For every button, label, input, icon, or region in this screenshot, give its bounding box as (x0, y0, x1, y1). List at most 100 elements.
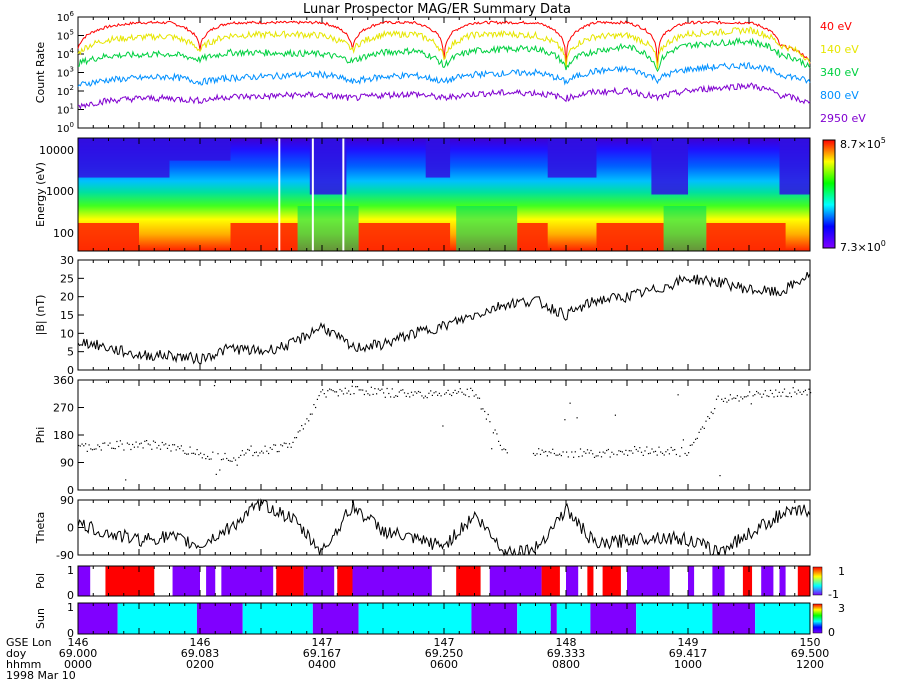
phi-point (78, 444, 80, 447)
phi-point (358, 389, 360, 391)
phi-point (349, 393, 352, 395)
phi-point (424, 395, 426, 397)
spectrogram-patch (309, 138, 347, 195)
phi-point (107, 444, 109, 446)
phi-point (675, 453, 677, 456)
phi-point (388, 392, 390, 395)
phi-point (177, 446, 179, 448)
phi-point (477, 397, 479, 399)
sun-colorbar (812, 603, 823, 634)
phi-point (639, 447, 641, 449)
phi-point (83, 445, 85, 447)
phi-tick-label: 360 (53, 374, 74, 387)
phi-point (273, 444, 275, 446)
phi-point (93, 448, 95, 450)
phi-point (102, 442, 104, 444)
phi-point (268, 452, 270, 455)
phi-point (695, 438, 697, 440)
phi-point (367, 393, 369, 395)
phi-point (660, 451, 662, 453)
phi-point (670, 446, 672, 449)
sun-segment (471, 603, 518, 634)
spectrogram-patch (425, 138, 451, 178)
footer-lon-label: 148 (556, 636, 577, 649)
phi-point (294, 437, 296, 439)
phi-axis-label: Phi (34, 427, 47, 444)
phi-point (468, 396, 470, 398)
phi-point (485, 418, 487, 420)
phi-point (681, 447, 683, 449)
phi-point (400, 389, 402, 391)
b-magnitude-tick-label: 30 (60, 254, 74, 267)
phi-point (775, 389, 777, 391)
phi-point (132, 443, 134, 446)
spectrogram-patch (706, 223, 786, 251)
phi-point (302, 428, 304, 430)
phi-point (226, 457, 228, 460)
phi-point (386, 387, 388, 390)
phi-point (339, 388, 341, 391)
footer-hhmm-label: 1000 (674, 658, 702, 671)
phi-point (482, 408, 484, 410)
spectrogram-tick-label: 10000 (39, 144, 74, 157)
phi-point (213, 385, 216, 387)
phi-point (274, 444, 277, 446)
phi-point (728, 399, 730, 401)
count-rate-legend-label: 800 eV (820, 89, 859, 102)
phi-point (231, 460, 233, 462)
phi-point (430, 390, 432, 392)
phi-point (473, 395, 475, 397)
phi-point (79, 445, 81, 447)
pol-segment (303, 566, 335, 596)
phi-point (311, 413, 313, 415)
phi-point (654, 450, 657, 452)
theta-series-line (77, 498, 811, 557)
sun-axis-label: Sun (34, 608, 47, 629)
phi-point (139, 443, 141, 445)
phi-point (776, 395, 779, 397)
spectrogram-patch (78, 138, 170, 178)
phi-point (475, 394, 477, 396)
phi-point (97, 444, 99, 446)
phi-point (266, 450, 268, 452)
sun-colorbar-bottom-label: 0 (828, 626, 835, 639)
phi-point (182, 450, 184, 452)
phi-point (484, 410, 486, 413)
phi-point (271, 448, 273, 450)
b-magnitude-series-line (77, 271, 811, 365)
phi-point (369, 394, 371, 396)
count-rate-tick-label: 102 (57, 84, 74, 98)
phi-panel (77, 379, 811, 491)
phi-point (735, 397, 737, 399)
phi-point (808, 388, 810, 390)
phi-point (742, 398, 744, 400)
phi-point (780, 395, 782, 397)
phi-point (688, 452, 690, 454)
pol-segment (712, 566, 725, 596)
phi-point (243, 454, 245, 456)
phi-point (248, 449, 250, 451)
pol-colorbar-bottom-label: -1 (828, 588, 839, 601)
sun-segment (312, 603, 359, 634)
phi-point (646, 446, 648, 448)
phi-point (708, 417, 711, 419)
count-rate-panel (77, 16, 811, 129)
phi-point (351, 385, 353, 387)
phi-point (757, 392, 759, 394)
phi-point (440, 395, 442, 397)
phi-point (494, 429, 496, 431)
phi-point (323, 393, 325, 395)
phi-point (175, 449, 177, 451)
phi-point (205, 458, 207, 460)
phi-point (579, 448, 582, 450)
phi-point (304, 423, 306, 425)
footer-lon-label: 146 (68, 636, 89, 649)
phi-point (236, 464, 238, 466)
phi-point (745, 396, 747, 398)
phi-point (560, 455, 562, 457)
phi-point (112, 447, 115, 449)
phi-point (566, 451, 568, 453)
phi-point (789, 392, 791, 394)
phi-point (613, 453, 615, 455)
phi-point (667, 449, 669, 451)
